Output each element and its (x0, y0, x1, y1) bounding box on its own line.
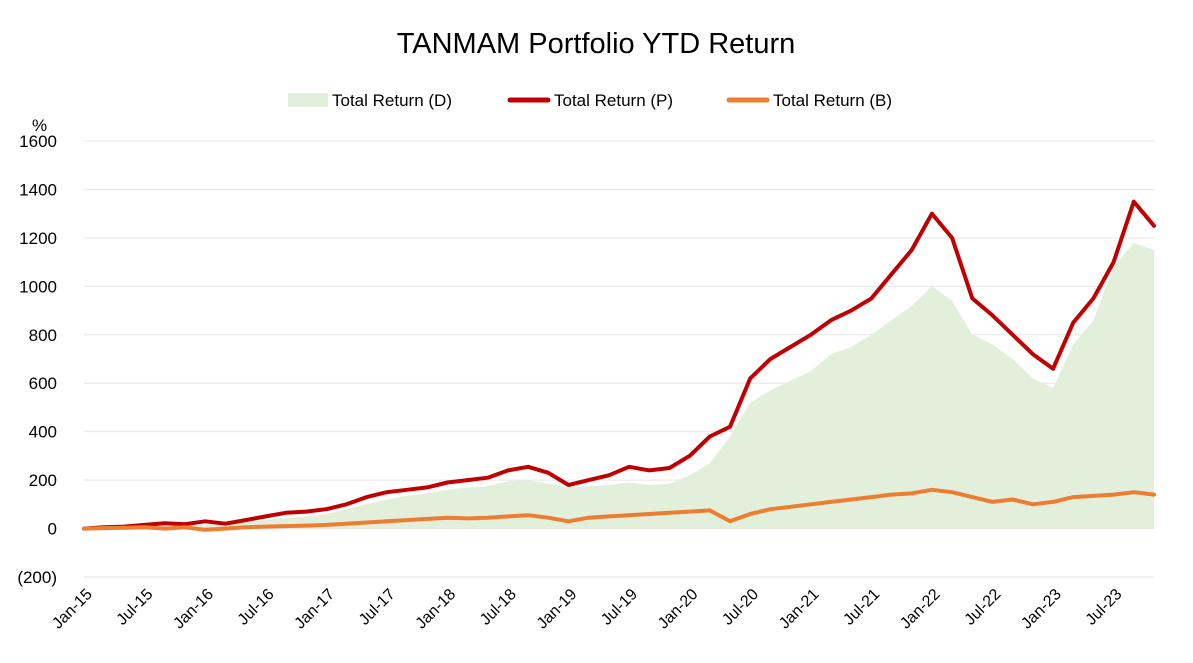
chart-title: TANMAM Portfolio YTD Return (397, 28, 796, 60)
series-line-total-return-p (82, 199, 1156, 531)
legend-swatch-area (288, 93, 328, 107)
x-tick-label: Jul-18 (477, 586, 520, 629)
x-tick-label: Jan-15 (49, 586, 96, 633)
x-tick-label: Jan-21 (776, 586, 823, 633)
y-tick-label: 600 (29, 374, 57, 393)
y-axis: 1600 1400 1200 1000 800 600 400 200 0 (200) (17, 132, 57, 587)
y-tick-label: (200) (17, 568, 57, 587)
legend-label: Total Return (D) (332, 91, 452, 110)
x-tick-label: Jul-17 (356, 586, 399, 629)
series-line-total-return-b (82, 487, 1156, 532)
y-tick-label: 1600 (19, 132, 57, 151)
y-tick-label: 800 (29, 326, 57, 345)
x-tick-label: Jul-21 (840, 586, 883, 629)
x-tick-label: Jul-23 (1083, 586, 1126, 629)
x-tick-label: Jan-23 (1018, 586, 1065, 633)
x-tick-label: Jan-19 (534, 586, 581, 633)
x-tick-label: Jul-19 (598, 586, 641, 629)
x-tick-label: Jul-22 (962, 586, 1005, 629)
x-tick-label: Jul-16 (235, 586, 278, 629)
y-tick-label: 1400 (19, 180, 57, 199)
series-area-total-return-d (84, 242, 1154, 529)
y-tick-label: 400 (29, 423, 57, 442)
legend-label: Total Return (P) (554, 91, 673, 110)
x-axis: Jan-15 Jul-15 Jan-16 Jul-16 Jan-17 Jul-17 Jan-… (49, 586, 1125, 633)
y-tick-label: 0 (48, 520, 57, 539)
legend-label: Total Return (B) (773, 91, 892, 110)
series-layer (82, 199, 1156, 532)
y-tick-label: 200 (29, 471, 57, 490)
x-tick-label: Jan-16 (170, 586, 217, 633)
y-axis-unit-label: % (32, 116, 47, 135)
x-tick-label: Jan-17 (292, 586, 339, 633)
x-tick-label: Jul-20 (719, 586, 762, 629)
x-tick-label: Jan-22 (897, 586, 944, 633)
x-tick-label: Jan-20 (655, 586, 702, 633)
y-tick-label: 1200 (19, 229, 57, 248)
x-tick-label: Jan-18 (413, 586, 460, 633)
chart-legend: Total Return (D) Total Return (P) Total Re… (288, 91, 892, 110)
x-tick-label: Jul-15 (114, 586, 157, 629)
y-tick-label: 1000 (19, 277, 57, 296)
